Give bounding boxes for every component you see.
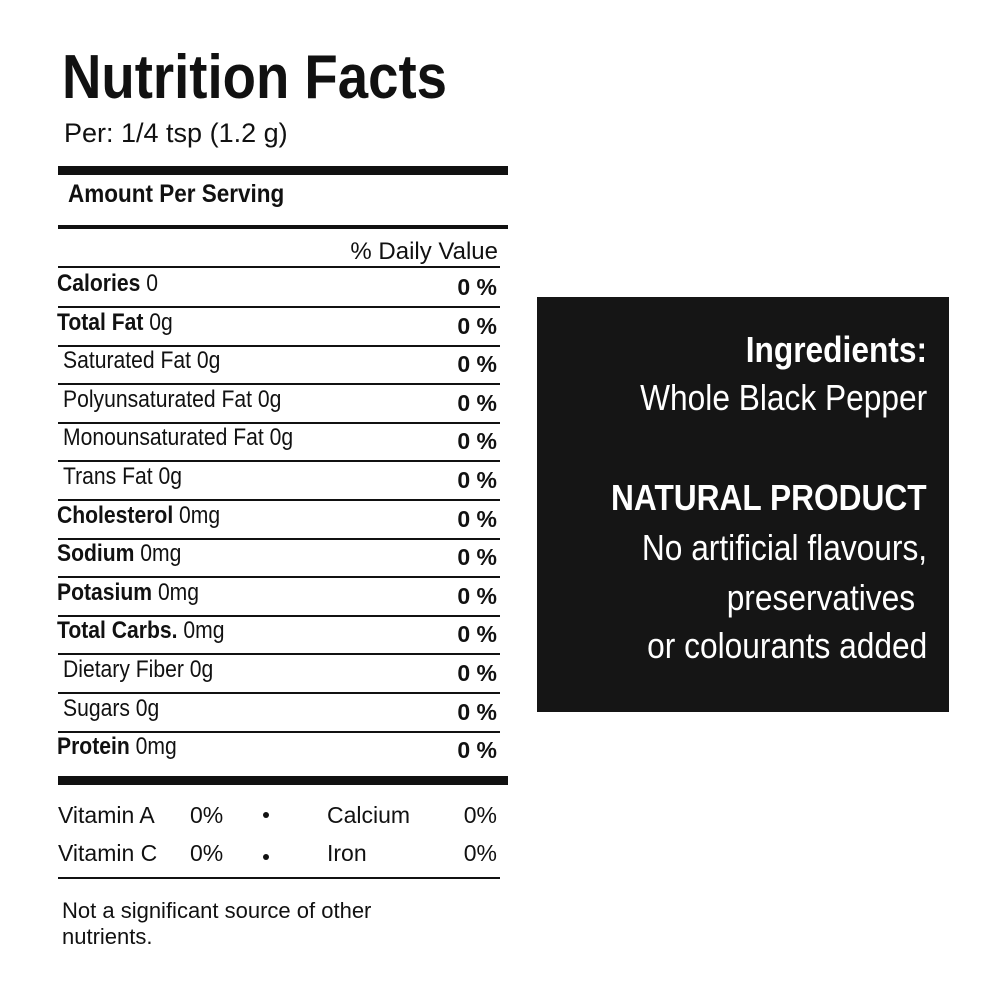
nutrient-amount: 0mg xyxy=(183,617,225,645)
nutrient-row: Sugars 0g xyxy=(63,695,159,723)
nutrient-amount: 0g xyxy=(135,694,160,722)
nutrient-name: Protein xyxy=(57,733,130,761)
nutrient-amount: 0g xyxy=(257,385,282,413)
vitamin-value: 0% xyxy=(463,802,497,828)
rule xyxy=(58,266,500,268)
nutrient-name: Trans Fat xyxy=(63,463,153,490)
nutrient-row: Total Carbs. 0mg xyxy=(57,617,224,645)
rule xyxy=(58,460,500,463)
daily-value: 0 % xyxy=(457,274,497,300)
nutrient-name: Calories xyxy=(57,270,141,297)
daily-value: 0 % xyxy=(457,467,497,493)
nutrient-name: Cholesterol xyxy=(57,501,174,529)
rule xyxy=(58,344,500,347)
nutrient-name: Dietary Fiber xyxy=(63,656,184,683)
daily-value: 0 % xyxy=(457,351,497,378)
rule xyxy=(58,877,500,879)
daily-value: 0 % xyxy=(457,389,497,416)
title: Nutrition Facts xyxy=(62,43,447,112)
rule xyxy=(58,421,500,424)
nutrient-amount: 0g xyxy=(269,424,294,452)
nutrient-amount: 0 xyxy=(146,270,158,297)
rule xyxy=(58,614,500,617)
vitamin-name: Vitamin C xyxy=(58,840,158,866)
amount-per-serving: Amount Per Serving xyxy=(68,180,285,208)
ingredients-box: Ingredients: Whole Black Pepper NATURAL … xyxy=(537,297,949,712)
nutrient-amount: 0g xyxy=(196,347,221,375)
claim-line: preservatives xyxy=(726,577,915,618)
nutrient-amount: 0mg xyxy=(157,578,200,606)
nutrient-row: Trans Fat 0g xyxy=(63,463,182,491)
nutrient-name: Potasium xyxy=(57,578,153,606)
thick-rule xyxy=(58,166,508,175)
rule xyxy=(58,306,500,308)
rule xyxy=(58,692,500,694)
nutrient-name: Total Carbs. xyxy=(57,617,178,645)
nutrient-amount: 0g xyxy=(149,308,173,336)
nutrient-amount: 0g xyxy=(158,463,182,490)
bullet xyxy=(263,854,269,860)
daily-value: 0 % xyxy=(457,312,497,339)
nutrient-amount: 0mg xyxy=(140,540,182,568)
ingredients-list: Whole Black Pepper xyxy=(639,377,927,418)
daily-value-header: % Daily Value xyxy=(350,238,498,265)
daily-value: 0 % xyxy=(457,660,497,686)
nutrient-row: Saturated Fat 0g xyxy=(63,347,220,375)
nutrient-amount: 0mg xyxy=(179,501,221,529)
nutrient-row: Potasium 0mg xyxy=(57,579,199,607)
footnote: Not a significant source of other nutrie… xyxy=(62,898,372,949)
daily-value: 0 % xyxy=(457,621,497,648)
vitamin-name: Iron xyxy=(327,840,367,866)
daily-value: 0 % xyxy=(457,737,497,764)
nutrient-row: Dietary Fiber 0g xyxy=(63,656,213,684)
vitamin-name: Calcium xyxy=(327,802,411,828)
daily-value: 0 % xyxy=(457,428,497,455)
claim: NATURAL PRODUCT xyxy=(611,477,927,518)
daily-value: 0 % xyxy=(457,544,497,571)
rule xyxy=(58,225,508,229)
nutrient-amount: 0g xyxy=(189,656,214,683)
nutrient-row: Polyunsaturated Fat 0g xyxy=(63,386,281,414)
nutrient-row: Sodium 0mg xyxy=(57,540,181,568)
nutrient-row: Cholesterol 0mg xyxy=(57,502,220,530)
nutrient-name: Sodium xyxy=(57,540,135,568)
vitamin-value: 0% xyxy=(463,840,497,866)
rule xyxy=(58,730,500,733)
nutrient-name: Saturated Fat xyxy=(63,347,191,375)
nutrient-row: Total Fat 0g xyxy=(57,309,173,337)
daily-value: 0 % xyxy=(457,582,497,609)
vitamin-value: 0% xyxy=(190,802,224,828)
rule xyxy=(58,499,500,501)
claim-line: No artificial flavours, xyxy=(641,527,927,568)
vitamin-value: 0% xyxy=(190,840,224,866)
nutrient-name: Total Fat xyxy=(57,308,144,336)
vitamin-name: Vitamin A xyxy=(58,802,155,828)
nutrient-name: Monounsaturated Fat xyxy=(63,424,264,452)
nutrient-row: Calories 0 xyxy=(57,270,158,298)
nutrient-row: Monounsaturated Fat 0g xyxy=(63,424,293,452)
thick-rule xyxy=(58,776,508,785)
nutrient-name: Sugars xyxy=(63,694,130,722)
nutrient-row: Protein 0mg xyxy=(57,733,177,761)
bullet xyxy=(263,812,269,818)
rule xyxy=(58,576,500,579)
daily-value: 0 % xyxy=(457,505,497,532)
ingredients-heading: Ingredients: xyxy=(745,329,927,370)
nutrient-amount: 0mg xyxy=(135,733,177,761)
claim-line: or colourants added xyxy=(646,625,927,666)
serving-size: Per: 1/4 tsp (1.2 g) xyxy=(64,118,288,148)
nutrient-name: Polyunsaturated Fat xyxy=(63,385,253,413)
rule xyxy=(58,537,500,540)
daily-value: 0 % xyxy=(457,698,497,725)
rule xyxy=(58,383,500,386)
rule xyxy=(58,653,500,656)
